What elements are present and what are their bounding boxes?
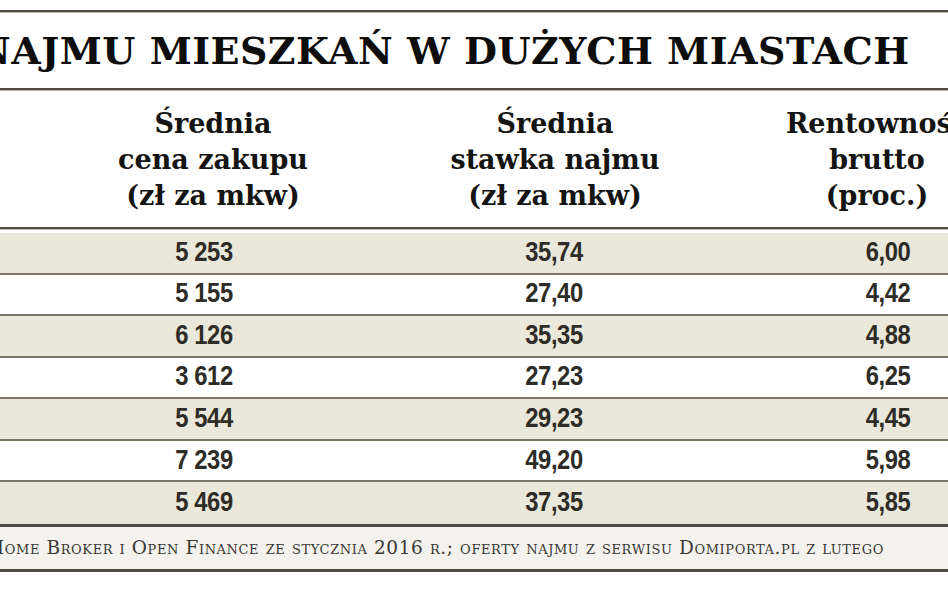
- column-header-line: (proc.): [786, 178, 948, 214]
- cell-price: 6 126: [175, 319, 232, 351]
- table-graphic: NAJMU MIESZKAŃ W DUŻYCH MIASTACH Średnia…: [0, 0, 948, 593]
- table-row: 3 612 27,23 6,25: [0, 358, 948, 400]
- cell-rent: 37,35: [525, 486, 582, 518]
- title-rule: [0, 88, 948, 91]
- cell-rent: 35,35: [525, 319, 582, 351]
- cell-yield: 4,88: [866, 319, 911, 351]
- column-header-price: Średnia cena zakupu (zł za mkw): [118, 106, 308, 214]
- table-row: 5 253 35,74 6,00: [0, 233, 948, 275]
- cell-yield: 5,85: [866, 486, 911, 518]
- cell-price: 7 239: [175, 443, 232, 475]
- header-rule: [0, 227, 948, 230]
- cell-yield: 6,25: [866, 360, 911, 392]
- table-body: 5 253 35,74 6,00 5 155 27,40 4,42 6 126 …: [0, 233, 948, 524]
- table-row: 6 126 35,35 4,88: [0, 316, 948, 358]
- cell-yield: 6,00: [866, 236, 911, 268]
- top-rule: [0, 10, 948, 13]
- column-header-line: Średnia: [118, 106, 308, 142]
- cell-price: 5 544: [175, 402, 232, 434]
- column-header-line: stawka najmu: [450, 142, 659, 178]
- table-row: 7 239 49,20 5,98: [0, 441, 948, 483]
- source-text: Home Broker i Open Finance ze stycznia 2…: [0, 527, 884, 569]
- column-header-rent: Średnia stawka najmu (zł za mkw): [450, 106, 659, 214]
- column-header-yield: Rentowność brutto (proc.): [786, 106, 948, 214]
- cell-yield: 5,98: [866, 443, 911, 475]
- cell-yield: 4,45: [866, 402, 911, 434]
- cell-price: 5 469: [175, 486, 232, 518]
- source-band: Home Broker i Open Finance ze stycznia 2…: [0, 524, 948, 572]
- column-header-line: brutto: [786, 142, 948, 178]
- page-title: NAJMU MIESZKAŃ W DUŻYCH MIASTACH: [0, 32, 910, 70]
- column-header-line: Średnia: [450, 106, 659, 142]
- cell-price: 3 612: [175, 360, 232, 392]
- table-row: 5 155 27,40 4,42: [0, 275, 948, 317]
- cell-rent: 27,23: [525, 360, 582, 392]
- cell-price: 5 253: [175, 236, 232, 268]
- cell-price: 5 155: [175, 277, 232, 309]
- table-row: 5 544 29,23 4,45: [0, 399, 948, 441]
- column-header-line: cena zakupu: [118, 142, 308, 178]
- cell-rent: 27,40: [525, 277, 582, 309]
- table-row: 5 469 37,35 5,85: [0, 482, 948, 524]
- cell-rent: 29,23: [525, 402, 582, 434]
- column-header-line: (zł za mkw): [450, 178, 659, 214]
- column-header-line: Rentowność: [786, 106, 948, 142]
- column-header-line: (zł za mkw): [118, 178, 308, 214]
- cell-rent: 35,74: [525, 236, 582, 268]
- cell-rent: 49,20: [525, 443, 582, 475]
- cell-yield: 4,42: [866, 277, 911, 309]
